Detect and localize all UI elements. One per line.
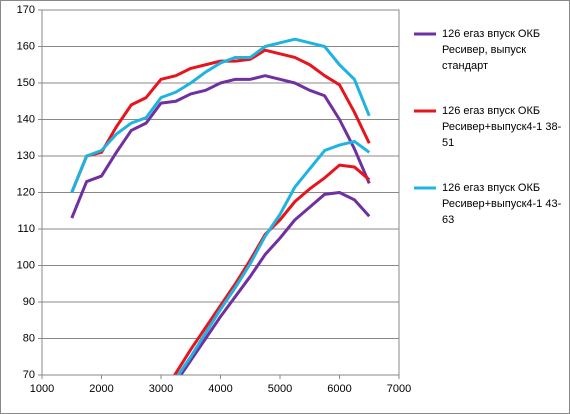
x-tick-label: 3000 [149, 383, 173, 395]
y-tick-label: 140 [17, 113, 35, 125]
x-tick-label: 7000 [387, 383, 411, 395]
x-tick-label: 4000 [208, 383, 232, 395]
y-tick-label: 90 [23, 296, 35, 308]
y-tick-label: 110 [17, 223, 35, 235]
y-tick-label: 120 [17, 186, 35, 198]
y-tick-label: 70 [23, 369, 35, 381]
legend-label: 126 егаз впуск ОКБ Ресивер, выпуск станд… [442, 28, 541, 72]
y-tick-label: 130 [17, 150, 35, 162]
y-tick-label: 150 [17, 77, 35, 89]
x-tick-label: 2000 [89, 383, 113, 395]
y-tick-label: 100 [17, 259, 35, 271]
series-line [179, 191, 371, 375]
y-tick-label: 170 [17, 4, 35, 16]
series-line [70, 74, 371, 219]
x-tick-label: 5000 [268, 383, 292, 395]
series-line [70, 48, 371, 194]
series-line [70, 37, 371, 194]
series-line [176, 139, 371, 375]
y-tick-label: 160 [17, 40, 35, 52]
x-tick-label: 6000 [327, 383, 351, 395]
x-tick-label: 1000 [30, 383, 54, 395]
legend-label: 126 егаз впуск ОКБ Ресивер+выпуск4-1 43-… [442, 182, 562, 226]
y-tick-label: 80 [23, 332, 35, 344]
legend-label: 126 егаз впуск ОКБ Ресивер+выпуск4-1 38-… [442, 105, 562, 149]
